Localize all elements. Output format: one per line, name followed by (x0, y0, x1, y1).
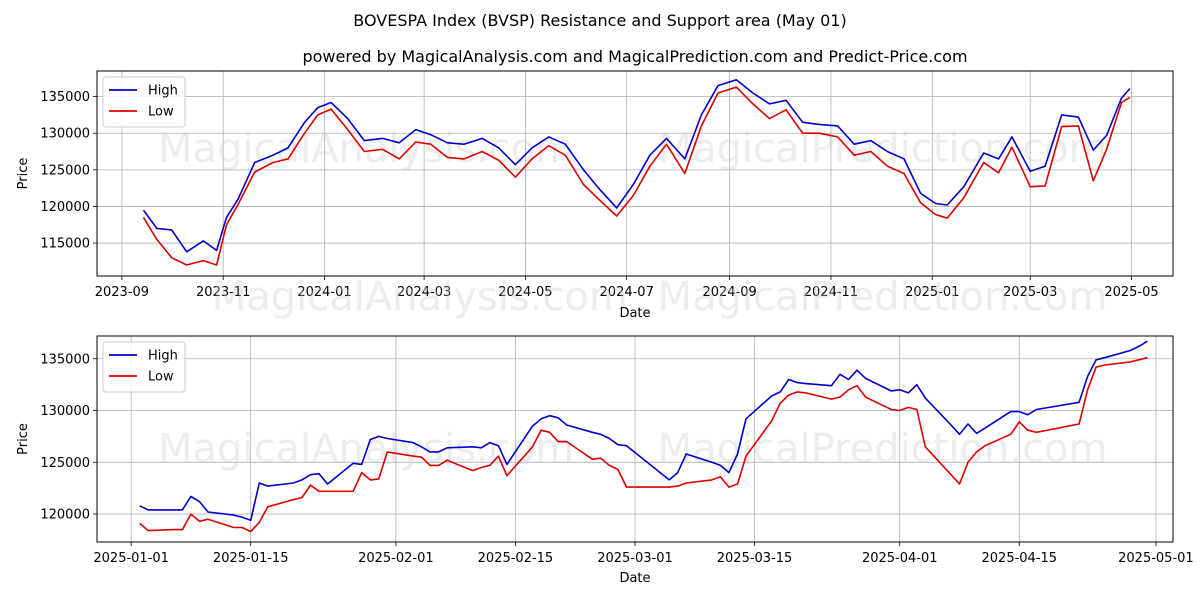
x-tick-label: 2025-04-01 (862, 551, 938, 566)
legend-label-high: High (148, 349, 178, 364)
watermark-text: MagicalPrediction.com (657, 274, 1107, 320)
legend: High Low (102, 76, 186, 128)
x-tick-label: 2024-01 (297, 285, 351, 300)
x-tick-label: 2025-02-01 (358, 551, 434, 566)
x-tick-label: 2025-05 (1104, 285, 1158, 300)
low-series-line (142, 86, 1131, 266)
legend-label-high: High (148, 84, 178, 99)
x-tick-label: 2025-03 (1003, 285, 1057, 300)
y-axis-label: Price (16, 158, 31, 190)
watermark-text: MagicalAnalysis.com (212, 274, 628, 320)
series-group (142, 79, 1131, 266)
series-group (139, 340, 1148, 533)
x-tick-label: 2024-03 (397, 285, 451, 300)
x-tick-label: 2024-05 (498, 285, 552, 300)
y-axis-label: Price (16, 423, 31, 455)
x-tick-label: 2025-01 (905, 285, 959, 300)
watermark-text: MagicalAnalysis.com (158, 126, 574, 172)
x-tick-label: 2023-11 (196, 285, 250, 300)
chart-subtitle: powered by MagicalAnalysis.com and Magic… (302, 47, 967, 66)
plot-frame (96, 335, 1174, 543)
watermark-text: MagicalAnalysis.com (158, 426, 574, 472)
y-tick-label: 120000 (40, 200, 90, 215)
y-tick-label: 120000 (40, 508, 90, 523)
plot-frame (96, 70, 1174, 277)
y-tick-label: 135000 (40, 352, 90, 367)
x-axis-label: Date (619, 306, 650, 321)
y-tick-label: 130000 (40, 404, 90, 419)
x-tick-label: 2024-11 (804, 285, 858, 300)
x-tick-label: 2025-02-15 (478, 551, 554, 566)
bottom-panel: 2025-01-01 2025-01-15 2025-02-01 2025-02-15… (16, 335, 1194, 586)
y-tick-label: 125000 (40, 163, 90, 178)
legend: High Low (102, 341, 186, 393)
x-tick-label: 2025-03-15 (717, 551, 793, 566)
x-tick-label: 2025-01-15 (213, 551, 289, 566)
legend-label-low: Low (148, 105, 174, 120)
y-tick-label: 115000 (40, 237, 90, 252)
x-tick-label: 2025-03-01 (597, 551, 673, 566)
top-panel: 2023-09 2023-11 2024-01 2024-03 2024-05 2024-… (16, 70, 1174, 321)
x-axis-label: Date (619, 571, 650, 586)
x-tick-label: 2025-05-01 (1118, 551, 1194, 566)
x-tick-label: 2023-09 (95, 285, 149, 300)
x-tick-label: 2024-09 (702, 285, 756, 300)
y-tick-label: 125000 (40, 456, 90, 471)
x-tick-label: 2025-04-15 (982, 551, 1058, 566)
legend-label-low: Low (148, 370, 174, 385)
x-tick-label: 2025-01-01 (93, 551, 169, 566)
high-series-line (142, 79, 1131, 253)
chart-title: BOVESPA Index (BVSP) Resistance and Supp… (353, 11, 846, 30)
high-series-line (139, 340, 1148, 522)
y-tick-label: 130000 (40, 127, 90, 142)
low-series-line (139, 356, 1148, 533)
y-tick-label: 135000 (40, 90, 90, 105)
x-tick-label: 2024-07 (600, 285, 654, 300)
watermark-text: MagicalPrediction.com (657, 426, 1107, 472)
